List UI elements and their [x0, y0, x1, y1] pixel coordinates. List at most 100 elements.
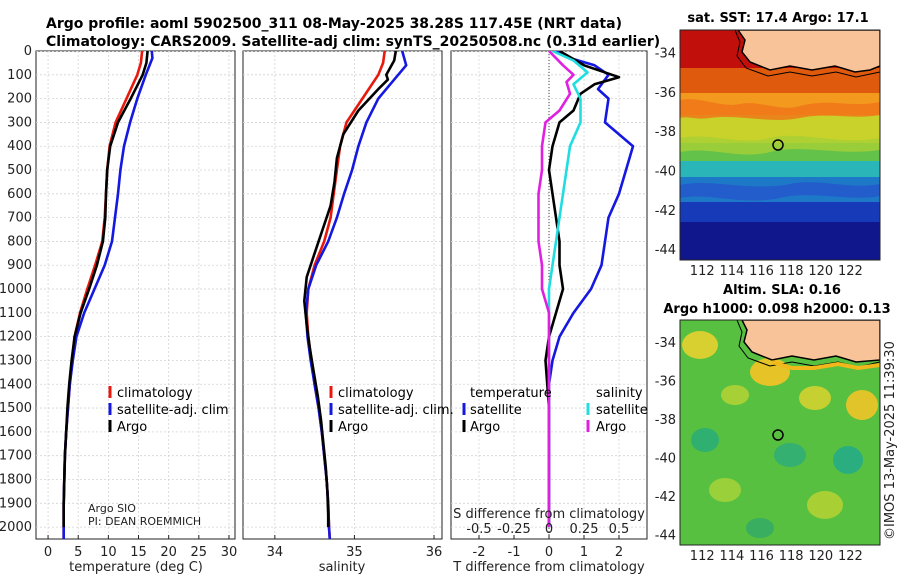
- depth-tick-label: 900: [7, 258, 32, 273]
- sla-map-title: Altim. SLA: 0.16: [723, 283, 841, 298]
- temperature-xtick-label: 30: [221, 545, 238, 560]
- sst-lon-tick-label: 116: [749, 264, 774, 279]
- sst-lon-tick-label: 120: [808, 264, 833, 279]
- salinity-axes: [242, 50, 443, 540]
- depth-tick-label: 1900: [0, 496, 32, 511]
- legend-title-temperature: temperature: [470, 386, 552, 401]
- sla-lat-tick-label: -44: [655, 528, 676, 543]
- salinity-xtick-label: 35: [346, 545, 363, 560]
- depth-tick-label: 1300: [0, 353, 32, 368]
- legend-title-salinity: salinity: [596, 386, 643, 401]
- legend-label-t-satellite: satellite: [470, 403, 522, 418]
- argo-institution: Argo SIO: [88, 502, 136, 515]
- sst-lat-tick-label: -40: [655, 165, 676, 180]
- sst-lon-tick-label: 118: [779, 264, 804, 279]
- sla-map: [680, 320, 880, 545]
- depth-tick-label: 100: [7, 68, 32, 83]
- sla-map-frame: [679, 319, 881, 546]
- difference-xtick-label: -1: [508, 545, 521, 560]
- depth-tick-label: 1500: [0, 401, 32, 416]
- sla-lat-tick-label: -40: [655, 451, 676, 466]
- difference-xtick-label: 0: [545, 545, 553, 560]
- salinity-diff-tick-label: 0.25: [570, 522, 599, 537]
- legend-label-t-argo: Argo: [470, 420, 500, 435]
- salinity-legend: climatology satellite-adj. clim. Argo: [329, 386, 454, 435]
- argo-pi: PI: DEAN ROEMMICH: [88, 515, 201, 528]
- depth-tick-label: 1100: [0, 306, 32, 321]
- difference-xtick-label: -2: [473, 545, 486, 560]
- difference-xtick-label: 2: [615, 545, 623, 560]
- salinity-diff-tick-label: 0: [545, 522, 553, 537]
- temperature-xlabel: temperature (deg C): [69, 560, 203, 575]
- sla-lat-tick-label: -42: [655, 490, 676, 505]
- temperature-xtick-label: 15: [130, 545, 147, 560]
- temperature-xtick-label: 10: [100, 545, 117, 560]
- difference-series-temperature-satellite: [547, 51, 635, 528]
- legend-label-s-satellite: satellite: [596, 403, 648, 418]
- depth-tick-label: 800: [7, 234, 32, 249]
- depth-tick-label: 400: [7, 139, 32, 154]
- sst-lat-tick-label: -42: [655, 204, 676, 219]
- legend-label-argo: Argo: [117, 420, 147, 435]
- legend-label-climatology: climatology: [338, 386, 414, 401]
- depth-tick-label: 500: [7, 163, 32, 178]
- sst-lat-tick-label: -38: [655, 125, 676, 140]
- difference-series-salinity-argo: [537, 51, 575, 528]
- difference-xlabel: T difference from climatology: [452, 560, 645, 575]
- imos-credit: ©IMOS 13-May-2025 11:39:30: [883, 341, 898, 540]
- legend-label-argo: Argo: [338, 420, 368, 435]
- sst-lat-tick-label: -36: [655, 86, 676, 101]
- depth-tick-label: 1700: [0, 449, 32, 464]
- sla-lat-tick-label: -36: [655, 375, 676, 390]
- sst-lat-tick-label: -34: [655, 47, 676, 62]
- temperature-legend: climatology satellite-adj. clim Argo: [108, 386, 229, 435]
- sla-lon-tick-label: 120: [808, 549, 833, 564]
- difference-series-salinity-satellite: [547, 51, 589, 528]
- depth-tick-label: 700: [7, 211, 32, 226]
- depth-tick-label: 1400: [0, 377, 32, 392]
- sla-lon-tick-label: 118: [779, 549, 804, 564]
- sst-map: [680, 30, 880, 260]
- sla-lon-tick-label: 114: [719, 549, 744, 564]
- salinity-xtick-label: 34: [267, 545, 284, 560]
- depth-tick-label: 1600: [0, 425, 32, 440]
- depth-tick-label: 1200: [0, 330, 32, 345]
- temperature-xtick-label: 0: [44, 545, 52, 560]
- sst-lon-tick-label: 122: [838, 264, 863, 279]
- figure-title-line1: Argo profile: aoml 5902500_311 08-May-20…: [46, 16, 622, 32]
- depth-tick-label: 2000: [0, 520, 32, 535]
- temperature-axes: [35, 50, 236, 540]
- salinity-xlabel: salinity: [319, 560, 366, 575]
- depth-tick-label: 0: [24, 44, 32, 59]
- sst-map-frame: [679, 29, 881, 261]
- sst-lat-tick-label: -44: [655, 243, 676, 258]
- depth-tick-label: 200: [7, 92, 32, 107]
- depth-tick-label: 1000: [0, 282, 32, 297]
- sst-map-title: sat. SST: 17.4 Argo: 17.1: [687, 11, 868, 26]
- legend-label-s-argo: Argo: [596, 420, 626, 435]
- sla-lat-tick-label: -38: [655, 413, 676, 428]
- legend-label-satellite: satellite-adj. clim.: [338, 403, 454, 418]
- difference-xtick-label: 1: [580, 545, 588, 560]
- figure-title-line2: Climatology: CARS2009. Satellite-adj cli…: [46, 34, 660, 50]
- salinity-xtick-label: 36: [426, 545, 443, 560]
- depth-tick-label: 300: [7, 115, 32, 130]
- difference-legend: temperature satellite Argo salinity sate…: [462, 386, 648, 435]
- legend-label-climatology: climatology: [117, 386, 193, 401]
- sst-lon-tick-label: 114: [719, 264, 744, 279]
- temperature-series-argo: [62, 51, 149, 528]
- salinity-diff-tick-label: -0.5: [466, 522, 491, 537]
- salinity-diff-tick-label: 0.5: [609, 522, 630, 537]
- salinity-diff-tick-label: -0.25: [497, 522, 531, 537]
- temperature-xtick-label: 20: [160, 545, 177, 560]
- sst-lon-tick-label: 112: [690, 264, 715, 279]
- sla-lon-tick-label: 112: [690, 549, 715, 564]
- temperature-xtick-label: 5: [74, 545, 82, 560]
- depth-tick-label: 600: [7, 187, 32, 202]
- sla-land: [741, 320, 880, 363]
- difference-xlabel-top: S difference from climatology: [453, 507, 645, 522]
- sla-lat-tick-label: -34: [655, 336, 676, 351]
- sla-lon-tick-label: 116: [749, 549, 774, 564]
- temperature-xtick-label: 25: [191, 545, 208, 560]
